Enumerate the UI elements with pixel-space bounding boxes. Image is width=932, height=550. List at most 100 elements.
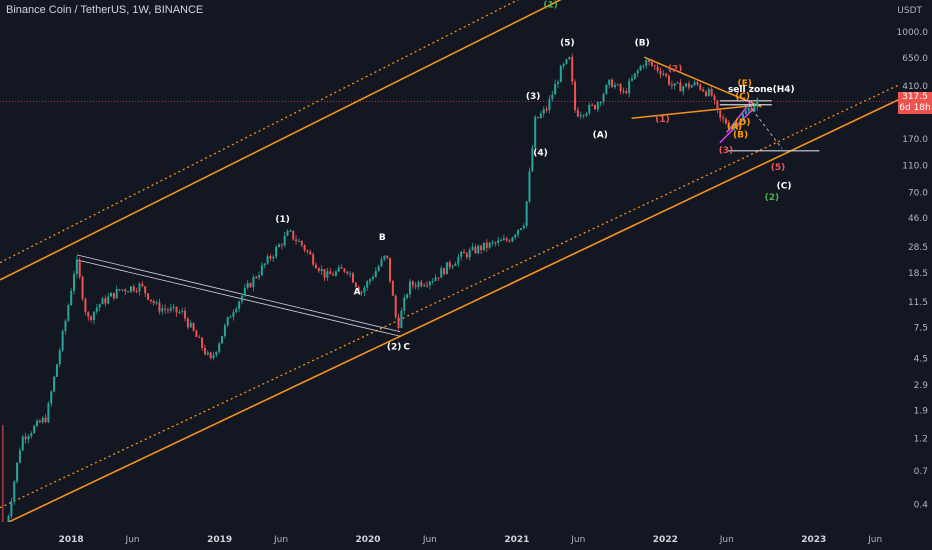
candle-body [585,113,588,116]
candle-body [240,295,243,302]
wave-label: (1) [655,115,670,125]
x-tick-label: Jun [422,535,437,545]
candle-body [203,347,206,355]
wave-label: (C) [777,182,792,192]
candle-body [696,82,699,85]
wave-label: A [354,287,361,297]
x-tick-label: Jun [125,535,140,545]
candle-body [391,281,394,296]
wave-label: sell zone(H4) [728,85,795,95]
candle-body [283,235,286,246]
candle-body [480,245,483,251]
candle-body [679,82,682,92]
y-tick-label: 0.4 [914,501,929,511]
candle-body [320,269,323,272]
candle-body [286,231,289,236]
candle-body [166,309,169,311]
candle-body [408,281,411,295]
x-tick-label: 2020 [356,535,381,545]
candle-body [141,283,144,287]
wave-label: (B) [635,39,650,49]
candle-body [551,94,554,99]
candle-body [562,63,565,66]
candle-body [292,230,295,240]
candle-body [514,234,517,238]
candle-body [161,308,164,312]
bar-countdown: 6d 18h [899,103,931,114]
candle-body [61,330,64,351]
candle-body [27,436,30,440]
candle-body [693,82,696,86]
candle-body [616,84,619,86]
wedge-line-2 [76,254,401,333]
candle-body [383,255,386,260]
candle-body [548,98,551,111]
candle-body [280,244,283,246]
candle-body [710,89,713,96]
candle-body [502,238,505,241]
price-axis[interactable]: 1000.0650.0410.0270.0170.0110.070.046.02… [897,28,929,511]
candle-body [172,306,175,308]
candle-body [104,298,107,304]
candle-body [198,336,201,338]
wave-label: (3) [719,146,734,156]
x-tick-label: Jun [273,535,288,545]
candle-body [750,108,753,112]
candle-body [263,263,266,266]
candle-body [556,82,559,84]
candle-body [505,238,508,241]
candle-body [431,280,434,282]
candle-body [756,99,759,107]
last-price-tag[interactable]: 317.5 6d 18h [898,92,932,115]
candle-body [463,251,466,254]
wave-label: (B) [733,130,748,140]
candle-body [306,250,309,252]
candle-body [36,420,39,426]
wedge-line-1 [76,259,401,337]
candle-body [642,65,645,67]
candle-body [121,289,124,291]
candle-body [377,266,380,271]
candle-body [221,335,224,344]
candle-body [329,271,332,275]
candle-body [67,305,70,321]
candle-body [662,73,665,75]
candle-body [468,249,471,258]
candle-body [189,323,192,328]
candle-body [519,228,522,230]
candle-body [164,308,167,310]
candle-body [559,65,562,83]
candle-body [363,287,366,293]
wave-label: B [379,233,386,243]
candle-body [175,306,178,313]
y-tick-label: 28.5 [908,243,928,253]
candle-body [349,273,352,275]
candle-body [124,289,127,292]
candle-body [70,290,73,306]
time-axis[interactable]: 2018 Jun 2019 Jun 2020 Jun 2021 Jun 2022 Jun 2023 J… [0,522,932,550]
candle-body [491,242,494,244]
candle-body [531,147,534,172]
candle-body [10,501,13,517]
candle-body [95,307,98,312]
y-tick-label: 11.5 [908,298,928,308]
candle-body [426,285,429,287]
candle-body [539,113,542,119]
x-tick-label: 2019 [207,535,232,545]
lower-channel-dotted [0,83,901,509]
candle-body [685,83,688,87]
y-tick-label: 7.5 [914,324,928,334]
candle-body [676,82,679,84]
candle-body [260,265,263,276]
candle-body [352,273,355,283]
candles [0,53,900,547]
triangle-upper [643,56,762,108]
y-tick-label: 1000.0 [897,28,929,38]
candle-body [630,78,633,81]
candle-body [582,115,585,117]
candle-body [525,201,528,226]
candle-body [739,121,742,127]
candle-body [369,279,372,282]
wave-label: (1) [543,1,558,11]
